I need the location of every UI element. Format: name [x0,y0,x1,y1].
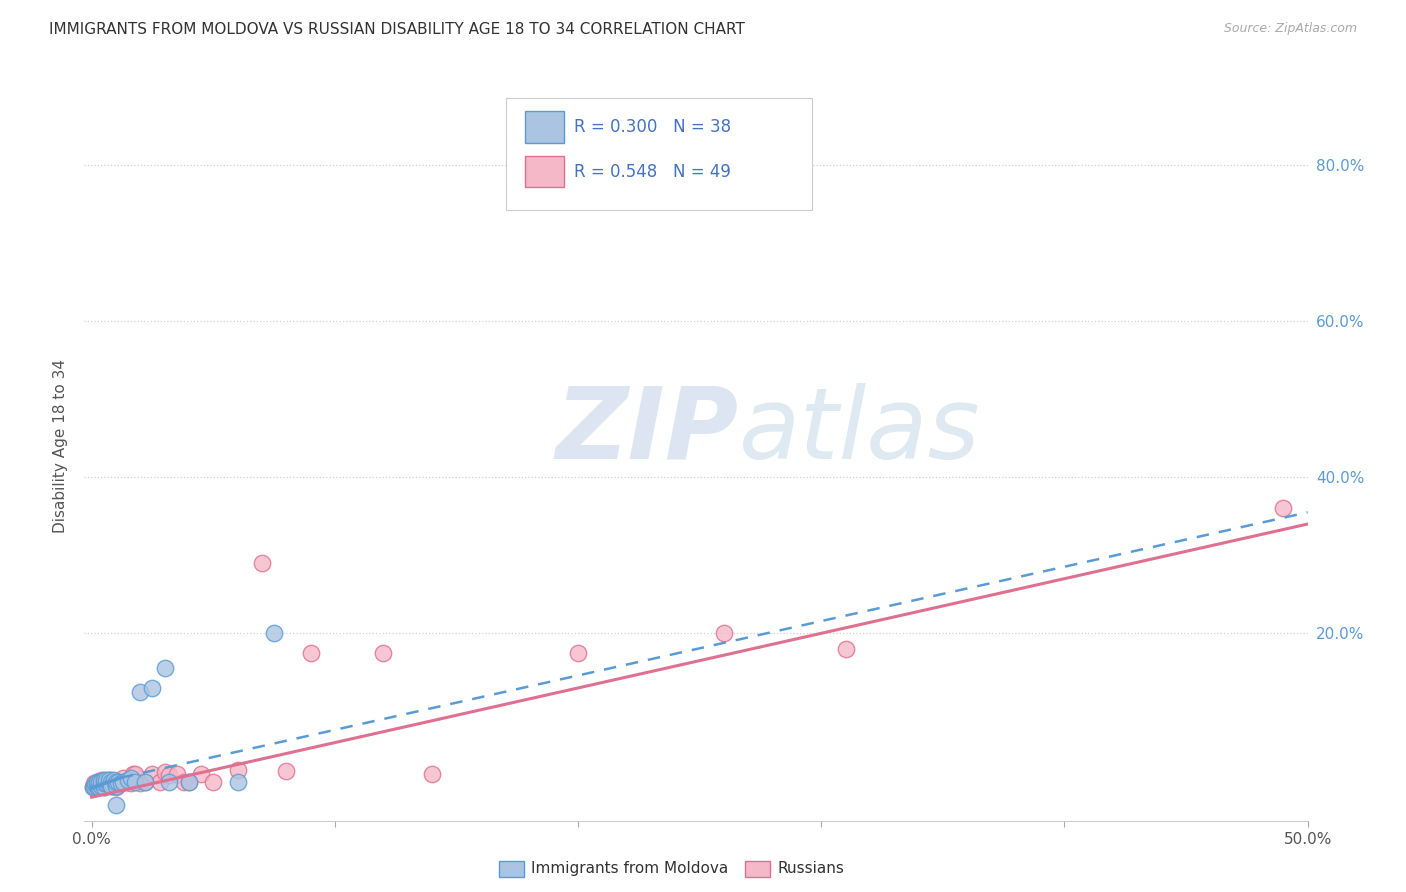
Point [149,774,172,789]
Point [100,772,122,788]
Point [93,780,115,794]
Point [107,774,129,789]
Point [100,779,122,793]
Point [83,779,105,793]
Point [567,646,589,660]
Text: IMMIGRANTS FROM MOLDOVA VS RUSSIAN DISABILITY AGE 18 TO 34 CORRELATION CHART: IMMIGRANTS FROM MOLDOVA VS RUSSIAN DISAB… [49,22,745,37]
Point [373,646,395,660]
Point [173,774,195,789]
Point [114,774,136,789]
Point [90,772,112,788]
Point [250,556,273,570]
Point [120,776,142,790]
Point [117,774,139,789]
Point [93,772,115,788]
Point [129,685,152,699]
Bar [524,156,564,187]
Point [120,771,142,785]
Point [226,763,249,777]
Point [93,776,115,790]
Text: ZIP: ZIP [555,383,738,480]
Point [93,774,115,789]
Point [226,774,249,789]
Point [153,661,176,675]
Point [87,779,110,793]
Point [112,771,135,785]
Point [84,777,107,791]
Point [86,779,108,793]
Point [134,774,156,789]
Point [263,626,285,640]
Point [713,626,735,640]
Point [100,779,122,793]
Point [87,776,110,790]
Point [86,774,108,789]
Y-axis label: Disability Age 18 to 34: Disability Age 18 to 34 [53,359,69,533]
Point [104,780,127,794]
Point [159,774,181,789]
Point [117,772,139,788]
Point [107,774,129,789]
Point [96,779,118,793]
Point [86,774,108,789]
Point [100,774,122,789]
Point [97,776,120,790]
Point [153,765,176,780]
Point [83,776,105,790]
Text: atlas: atlas [738,383,980,480]
Point [202,774,225,789]
Point [83,780,105,794]
Text: Immigrants from Moldova: Immigrants from Moldova [531,862,728,876]
Point [96,776,118,790]
Point [86,779,108,793]
Point [177,774,200,789]
Point [86,776,108,790]
Point [96,774,118,789]
Point [110,776,132,790]
Point [90,774,112,789]
Point [82,780,104,794]
Point [141,767,163,781]
Point [97,772,120,788]
Point [122,767,145,781]
Point [420,767,443,781]
Bar [524,112,564,143]
Point [87,774,110,789]
Point [87,774,110,789]
Point [93,780,115,794]
Point [190,767,212,781]
Point [87,780,110,794]
Point [129,776,152,790]
FancyBboxPatch shape [506,97,813,210]
Point [141,681,163,695]
Point [124,767,146,781]
Point [110,776,132,790]
Point [124,774,146,789]
Text: R = 0.548   N = 49: R = 0.548 N = 49 [574,162,731,181]
Point [90,779,112,793]
Text: Russians: Russians [778,862,845,876]
Point [1272,501,1295,516]
Point [299,646,322,660]
Point [134,774,156,789]
Text: R = 0.300   N = 38: R = 0.300 N = 38 [574,118,731,136]
Point [159,768,181,782]
Text: Source: ZipAtlas.com: Source: ZipAtlas.com [1223,22,1357,36]
Point [90,779,112,793]
Point [104,774,127,789]
Point [177,774,200,789]
Point [104,774,127,789]
Point [112,774,135,789]
Point [97,772,120,788]
Point [82,780,104,794]
Point [276,764,298,779]
Point [166,767,188,781]
Point [97,776,120,790]
Point [834,642,856,657]
Point [104,779,127,793]
Point [104,798,127,813]
Point [103,772,125,788]
Point [96,772,118,788]
Point [103,774,125,789]
